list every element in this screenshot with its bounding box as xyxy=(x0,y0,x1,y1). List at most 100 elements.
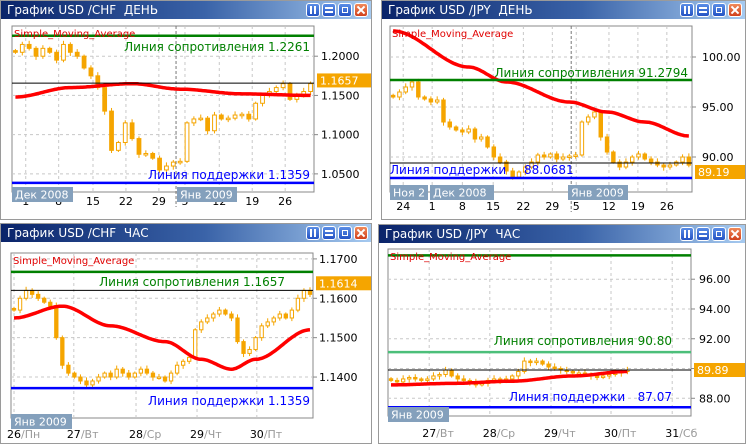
resistance-label-text: Линия сопротивления xyxy=(494,334,638,348)
candle xyxy=(13,48,18,54)
support-value: 1.1359 xyxy=(268,394,310,408)
candle-body xyxy=(13,50,18,53)
x-tick-label: 28/Ср xyxy=(129,428,161,441)
resistance-value: 90.80 xyxy=(638,334,672,348)
resistance-label: Линия сопротивления 1.2261 xyxy=(124,40,310,54)
candle xyxy=(277,310,282,321)
candle-body xyxy=(157,157,162,171)
candle-body xyxy=(522,360,527,372)
candle xyxy=(579,120,585,157)
window-title: График USD /JPY ЧАС xyxy=(385,227,521,241)
y-tick-label: 100.00 xyxy=(702,51,741,64)
x-tick-weekday: /Ср xyxy=(143,428,161,441)
candle-body xyxy=(225,117,231,121)
price-chart[interactable]: 100.00 95.00 90.00 24 1 8 15 22 29 5 12 19 26 Simple_… xyxy=(382,1,746,221)
candle xyxy=(253,101,259,121)
candle-body xyxy=(239,113,245,117)
resistance-label: Линия сопротивления 90.80 xyxy=(494,334,672,348)
candle xyxy=(241,339,246,358)
candle-body xyxy=(60,337,65,366)
candle-body xyxy=(132,372,137,378)
close-button[interactable] xyxy=(354,226,368,240)
pause-button[interactable] xyxy=(680,227,694,241)
close-button[interactable] xyxy=(728,227,742,241)
month-label: Янв 2009 xyxy=(571,187,624,200)
candle-body xyxy=(136,138,142,155)
candle-body xyxy=(232,114,238,119)
maximize-button[interactable] xyxy=(338,226,352,240)
candle xyxy=(485,135,490,149)
candle-body xyxy=(90,380,95,386)
candle xyxy=(447,118,453,130)
pause-button[interactable] xyxy=(680,3,694,17)
candle xyxy=(598,109,604,141)
restore-button[interactable] xyxy=(322,3,336,17)
candle xyxy=(11,306,17,312)
support-label: Линия поддержки xyxy=(390,163,506,177)
candle-body xyxy=(307,289,313,295)
title-bar[interactable]: График USD /CHF ЧАС xyxy=(1,224,371,242)
month-box xyxy=(430,185,494,200)
candle xyxy=(287,82,293,102)
current-price-label: 1.1657 xyxy=(320,74,359,87)
candle xyxy=(289,307,295,322)
price-chart[interactable]: 96.00 94.00 92.00 88.00 27/Вт 28/Ср 29/Чт 30/Пт… xyxy=(379,225,746,445)
candle xyxy=(239,112,245,119)
pause-button[interactable] xyxy=(306,3,320,17)
candle-body xyxy=(540,360,545,365)
chart-window-usdjpy-hour: График USD /JPY ЧАС 96.00 94.00 92.00 88.00 2… xyxy=(378,224,746,444)
candle-body xyxy=(193,329,198,358)
support-value: 1.1359 xyxy=(268,168,310,182)
candle xyxy=(573,151,578,159)
pause-button[interactable] xyxy=(306,226,320,240)
y-tick-label: 1.1700 xyxy=(319,253,358,266)
candle xyxy=(108,370,113,381)
y-tick-label: 96.00 xyxy=(699,273,731,286)
candle xyxy=(225,115,231,123)
candle-body xyxy=(611,151,616,163)
candle xyxy=(180,359,186,369)
candle xyxy=(177,158,183,165)
x-tick-day: 29 xyxy=(544,427,558,440)
close-button[interactable] xyxy=(354,3,368,17)
maximize-button[interactable] xyxy=(712,3,726,17)
candle xyxy=(232,111,238,121)
candle-body xyxy=(170,161,176,167)
candle xyxy=(132,371,137,379)
maximize-button[interactable] xyxy=(338,3,352,17)
candle xyxy=(67,42,73,56)
maximize-button[interactable] xyxy=(712,227,726,241)
x-tick-label: 22 xyxy=(119,195,133,208)
title-bar[interactable]: График USD /CHF ДЕНЬ xyxy=(1,1,371,19)
candle-body xyxy=(277,313,282,319)
x-tick-label: 30/Пт xyxy=(250,428,283,441)
restore-button[interactable] xyxy=(696,227,710,241)
candle-body xyxy=(74,51,80,57)
candle xyxy=(416,78,421,100)
restore-button[interactable] xyxy=(696,3,710,17)
price-chart[interactable]: 1.20001.15001.10001.0500181522295121926S… xyxy=(1,1,373,221)
candle xyxy=(42,296,47,304)
candle xyxy=(548,152,553,159)
candle xyxy=(280,80,286,91)
candle xyxy=(193,328,198,360)
x-tick-label: 19 xyxy=(631,200,645,213)
x-tick-weekday: /Сб xyxy=(679,427,697,440)
restore-button[interactable] xyxy=(322,226,336,240)
y-tick-label: 1.1000 xyxy=(321,129,360,142)
candle xyxy=(72,371,77,379)
x-tick-day: 27 xyxy=(67,428,81,441)
candle xyxy=(413,374,418,382)
candle-body xyxy=(11,307,17,311)
candle xyxy=(308,81,313,96)
x-tick-day: 30 xyxy=(250,428,264,441)
candle xyxy=(431,372,436,382)
y-tick-label: 90.00 xyxy=(702,151,734,164)
title-bar[interactable]: График USD /JPY ДЕНЬ xyxy=(382,1,745,19)
close-button[interactable] xyxy=(728,3,742,17)
candle xyxy=(648,156,654,166)
candle-body xyxy=(17,297,23,311)
title-bar[interactable]: График USD /JPY ЧАС xyxy=(379,225,745,243)
candle-body xyxy=(122,122,128,143)
